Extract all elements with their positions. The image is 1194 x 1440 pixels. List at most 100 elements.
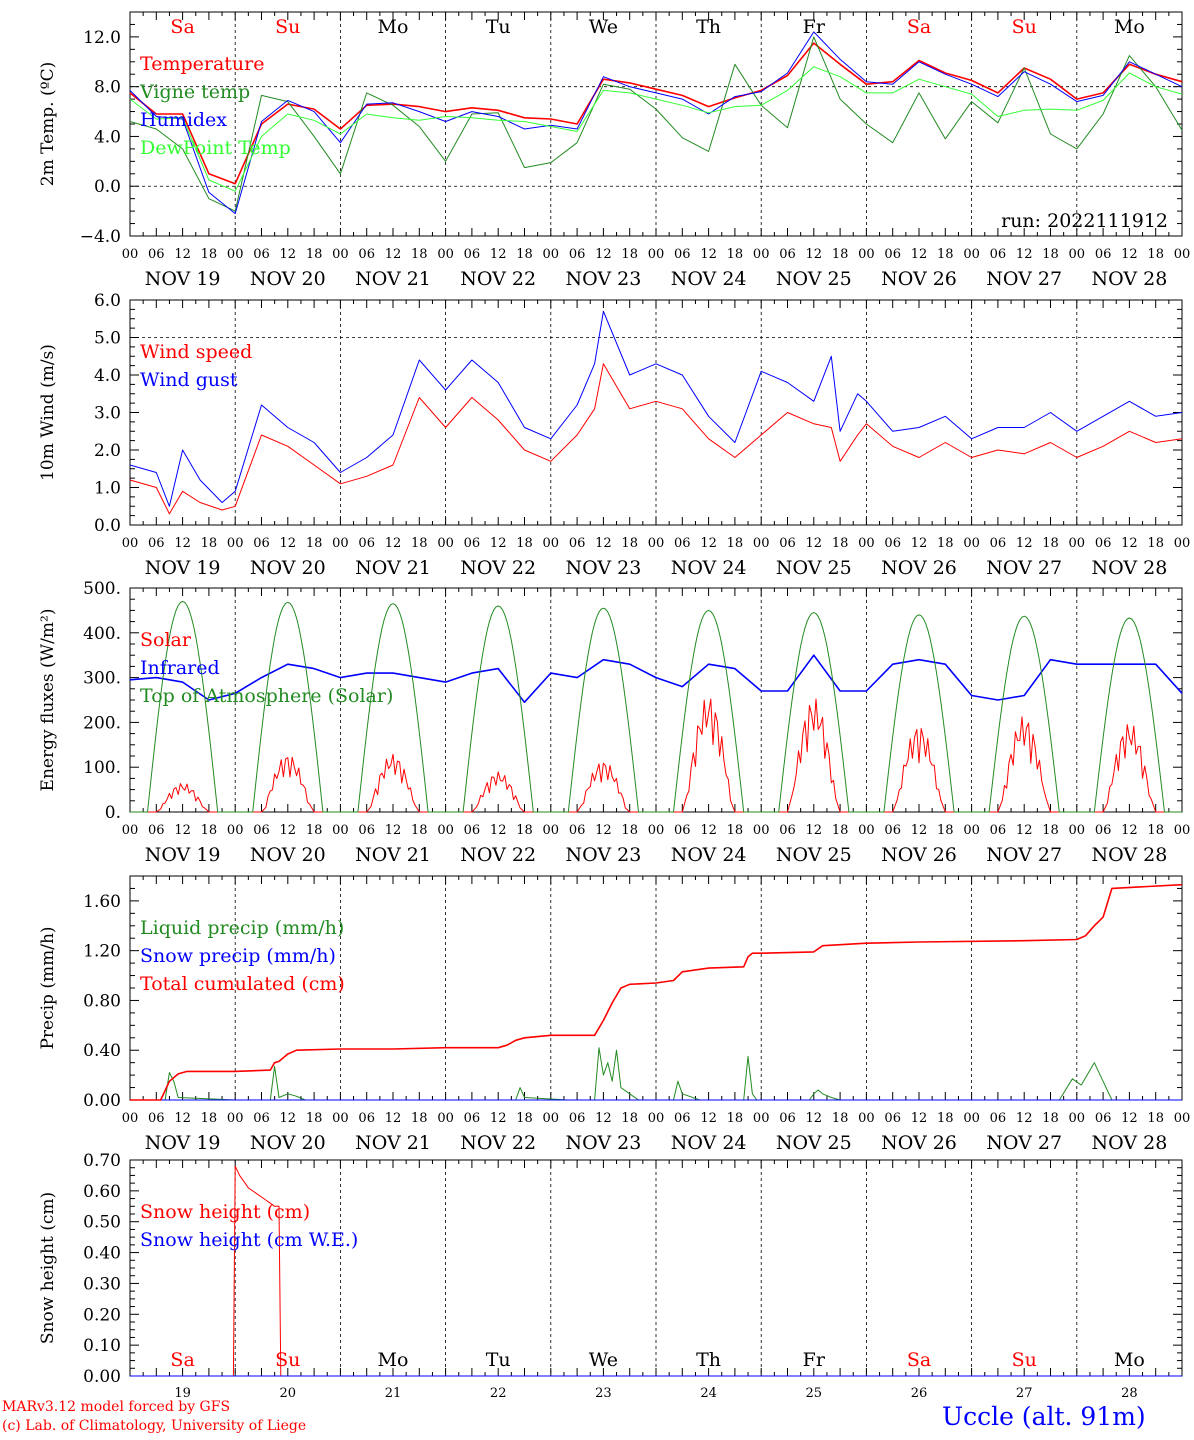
day-label: NOV 27 (986, 1132, 1062, 1154)
hour-tick-label: 12 (1016, 823, 1033, 838)
hour-tick-label: 00 (1174, 823, 1191, 838)
day-label: NOV 26 (881, 844, 957, 866)
hour-tick-label: 18 (516, 1111, 533, 1126)
hour-tick-label: 00 (858, 823, 875, 838)
y-tick-label: 400. (83, 624, 121, 644)
day-label: NOV 25 (776, 1132, 852, 1154)
hour-tick-label: 06 (358, 247, 375, 262)
hour-tick-label: 12 (700, 247, 717, 262)
y-tick-label: 0.60 (83, 1182, 121, 1202)
hour-tick-label: 12 (1016, 536, 1033, 551)
hour-tick-label: 12 (280, 247, 297, 262)
day-number-label: 22 (490, 1386, 507, 1400)
hour-tick-label: 12 (385, 536, 402, 551)
hour-tick-label: 06 (884, 247, 901, 262)
hour-tick-label: 00 (332, 247, 349, 262)
hour-tick-label: 06 (569, 247, 586, 262)
hour-tick-label: 12 (280, 1111, 297, 1126)
hour-tick-label: 18 (201, 1111, 218, 1126)
hour-tick-label: 18 (832, 247, 849, 262)
hour-tick-label: 06 (253, 247, 270, 262)
hour-tick-label: 18 (621, 536, 638, 551)
weekday-label: Mo (1114, 1349, 1145, 1371)
day-number-label: 27 (1016, 1386, 1033, 1400)
day-label: NOV 22 (460, 268, 536, 290)
hour-tick-label: 12 (1121, 1111, 1138, 1126)
run-label: run: 2022111912 (1001, 210, 1168, 232)
hour-tick-label: 00 (543, 823, 560, 838)
day-label: NOV 21 (355, 268, 431, 290)
hour-tick-label: 00 (332, 823, 349, 838)
hour-tick-label: 18 (201, 536, 218, 551)
y-tick-label: 0.10 (83, 1336, 121, 1356)
hour-tick-label: 06 (674, 823, 691, 838)
hour-tick-label: 18 (727, 247, 744, 262)
hour-tick-label: 06 (990, 1111, 1007, 1126)
weekday-label: Su (1012, 16, 1037, 38)
day-label: NOV 19 (145, 844, 221, 866)
hour-tick-label: 18 (411, 536, 428, 551)
legend-label: Top of Atmosphere (Solar) (140, 685, 393, 707)
weekday-label: Sa (907, 1349, 931, 1371)
y-tick-label: 12.0 (83, 28, 121, 48)
y-tick-label: 5.0 (94, 329, 121, 349)
series-line (129, 66, 1183, 192)
day-label: NOV 23 (565, 1132, 641, 1154)
hour-tick-label: 18 (1147, 1111, 1164, 1126)
hour-tick-label: 06 (358, 1111, 375, 1126)
day-label: NOV 19 (145, 1132, 221, 1154)
day-label: NOV 20 (250, 1132, 326, 1154)
weekday-label: We (589, 1349, 618, 1371)
hour-tick-label: 12 (911, 247, 928, 262)
hour-tick-label: 00 (648, 1111, 665, 1126)
day-number-label: 19 (174, 1386, 191, 1400)
hour-tick-label: 12 (385, 1111, 402, 1126)
legend-label: Humidex (140, 109, 227, 131)
hour-tick-label: 18 (516, 536, 533, 551)
hour-tick-label: 18 (1042, 823, 1059, 838)
hour-tick-label: 12 (385, 823, 402, 838)
y-tick-label: 0.40 (83, 1041, 121, 1061)
hour-tick-label: 18 (1042, 536, 1059, 551)
hour-tick-label: 06 (990, 247, 1007, 262)
day-label: NOV 28 (1091, 844, 1167, 866)
hour-tick-label: 00 (122, 1111, 139, 1126)
weekday-label: Fr (803, 1349, 826, 1371)
day-label: NOV 20 (250, 557, 326, 579)
model-credit: MARv3.12 model forced by GFS (2, 1399, 231, 1415)
legend-label: Liquid precip (mm/h) (140, 917, 344, 939)
y-tick-label: 3.0 (94, 404, 121, 424)
legend-label: Wind speed (140, 341, 252, 363)
hour-tick-label: 18 (832, 823, 849, 838)
hour-tick-label: 00 (122, 823, 139, 838)
legend-label: Total cumulated (cm) (140, 973, 345, 995)
hour-tick-label: 12 (280, 823, 297, 838)
day-label: NOV 21 (355, 557, 431, 579)
weekday-label: Mo (1114, 16, 1145, 38)
weekday-label: Mo (378, 16, 409, 38)
legend-label: Wind gust (140, 369, 238, 391)
meteogram: −4.0 0.0 4.0 8.0 12.0 2m Temp. (ºC) Temperatur… (38, 11, 1191, 1400)
day-label: NOV 28 (1091, 557, 1167, 579)
hour-tick-label: 12 (595, 1111, 612, 1126)
hour-tick-label: 12 (174, 247, 191, 262)
hour-tick-label: 18 (621, 823, 638, 838)
weekday-label: Sa (170, 16, 194, 38)
y-tick-label: 0.50 (83, 1213, 121, 1233)
weekday-label: Su (1012, 1349, 1037, 1371)
y-tick-label: 0.00 (83, 1091, 121, 1111)
hour-tick-label: 06 (884, 1111, 901, 1126)
day-label: NOV 23 (565, 557, 641, 579)
hour-tick-label: 12 (806, 536, 823, 551)
hour-tick-label: 18 (621, 1111, 638, 1126)
hour-tick-label: 06 (253, 536, 270, 551)
day-label: NOV 28 (1091, 1132, 1167, 1154)
weekday-label: Su (275, 16, 300, 38)
y-tick-label: 300. (83, 669, 121, 689)
hour-tick-label: 00 (543, 536, 560, 551)
hour-tick-label: 18 (201, 247, 218, 262)
hour-tick-label: 00 (753, 1111, 770, 1126)
weekday-label: Th (696, 16, 721, 38)
day-label: NOV 22 (460, 844, 536, 866)
hour-tick-label: 00 (437, 247, 454, 262)
